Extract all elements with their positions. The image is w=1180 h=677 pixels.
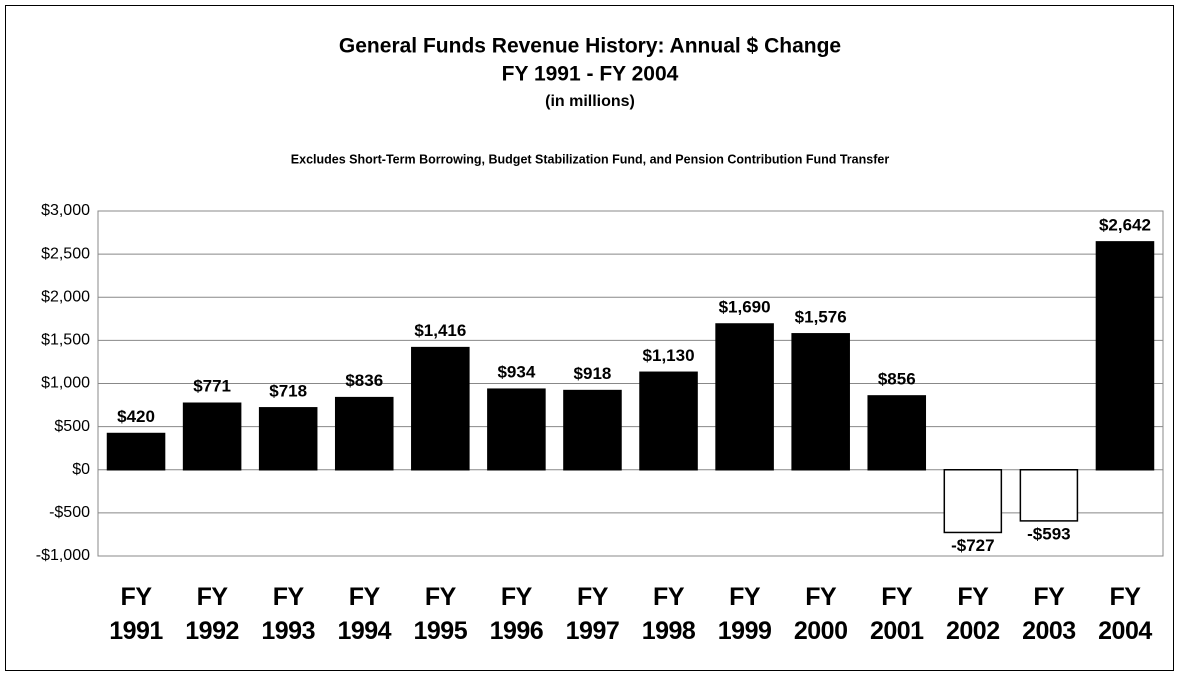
value-label: $771 bbox=[193, 377, 231, 396]
y-tick-label: -$500 bbox=[49, 504, 90, 521]
x-tick-label: FY 2001 bbox=[869, 583, 924, 645]
value-label: $1,690 bbox=[719, 297, 771, 316]
bar bbox=[943, 469, 1003, 534]
unit-note: (in millions) bbox=[545, 93, 635, 110]
x-tick-label: FY 1995 bbox=[413, 583, 468, 645]
bar bbox=[563, 389, 622, 471]
bar bbox=[334, 396, 394, 471]
y-tick-label: $500 bbox=[54, 418, 90, 435]
x-tick-label: FY 2004 bbox=[1098, 583, 1152, 645]
value-label: $934 bbox=[497, 363, 535, 382]
y-tick-label: $3,000 bbox=[41, 202, 90, 219]
value-label: -$593 bbox=[1027, 524, 1070, 543]
chart-border bbox=[5, 5, 1174, 671]
x-tick-label: FY 1999 bbox=[717, 583, 772, 645]
bar bbox=[791, 333, 850, 471]
bar bbox=[1095, 241, 1155, 471]
bar bbox=[258, 407, 318, 471]
x-tick-label: FY 1993 bbox=[261, 583, 315, 645]
x-tick-label: FY 1991 bbox=[109, 583, 163, 645]
value-label: -$727 bbox=[951, 536, 994, 555]
value-label: $1,416 bbox=[414, 321, 466, 340]
y-tick-label: $1,000 bbox=[41, 375, 90, 392]
value-label: $918 bbox=[574, 364, 612, 383]
y-tick-label: $0 bbox=[72, 461, 90, 478]
x-tick-label: FY 2000 bbox=[793, 583, 848, 645]
bar bbox=[106, 432, 166, 471]
x-tick-label: FY 2002 bbox=[946, 583, 1000, 645]
x-tick-label: FY 1998 bbox=[641, 583, 696, 645]
annotation: Excludes Short-Term Borrowing, Budget St… bbox=[291, 152, 890, 166]
y-tick-label: $2,500 bbox=[41, 245, 90, 262]
value-label: $718 bbox=[269, 381, 307, 400]
chart-title: General Funds Revenue History: Annual $ … bbox=[339, 35, 841, 58]
value-label: $1,130 bbox=[643, 346, 695, 365]
value-label: $2,642 bbox=[1099, 215, 1151, 234]
chart-subtitle: FY 1991 - FY 2004 bbox=[502, 63, 679, 86]
bar bbox=[182, 402, 242, 471]
bar bbox=[715, 323, 774, 471]
value-label: $856 bbox=[878, 369, 916, 388]
bar bbox=[411, 346, 470, 471]
y-tick-label: $2,000 bbox=[41, 288, 90, 305]
bar bbox=[867, 395, 927, 471]
x-tick-label: FY 1997 bbox=[565, 583, 620, 645]
x-tick-label: FY 1996 bbox=[489, 583, 544, 645]
x-tick-label: FY 1994 bbox=[337, 583, 392, 645]
bar bbox=[1019, 469, 1079, 522]
x-tick-label: FY 1992 bbox=[185, 583, 239, 645]
y-tick-label: -$1,000 bbox=[36, 547, 90, 564]
value-label: $836 bbox=[345, 371, 383, 390]
value-label: $420 bbox=[117, 407, 155, 426]
bar bbox=[487, 388, 546, 471]
x-tick-label: FY 2003 bbox=[1022, 583, 1076, 645]
y-tick-label: $1,500 bbox=[41, 332, 90, 349]
bar bbox=[639, 371, 698, 471]
value-label: $1,576 bbox=[795, 307, 847, 326]
